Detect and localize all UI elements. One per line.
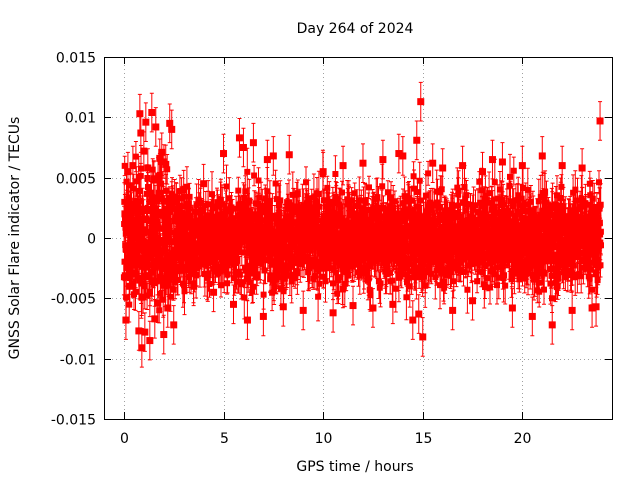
data-point [180, 186, 188, 194]
x-tick-label: 15 [415, 431, 433, 447]
data-point [488, 156, 496, 164]
data-point [369, 304, 377, 312]
data-point [140, 147, 148, 155]
x-tick-label: 20 [514, 431, 532, 447]
data-point [449, 306, 457, 314]
data-point [389, 300, 397, 308]
data-point [150, 176, 158, 184]
data-point [156, 154, 164, 162]
y-tick-label: -0.005 [51, 292, 96, 308]
data-point [399, 152, 407, 160]
data-point [409, 316, 417, 324]
data-point [170, 321, 178, 329]
data-point [190, 282, 198, 290]
data-point [379, 156, 387, 164]
y-ticks: -0.015 -0.01 -0.005 0 0.005 0.01 0.015 [51, 51, 612, 429]
y-tick-label: -0.01 [60, 353, 96, 369]
data-point [249, 139, 257, 147]
y-tick-label: 0.01 [65, 111, 96, 127]
x-ticks: 0 5 10 15 20 [120, 57, 531, 447]
data-point [137, 129, 145, 137]
data-point [459, 162, 467, 170]
data-point [154, 299, 162, 307]
y-tick-label: -0.015 [51, 413, 96, 429]
data-point [299, 306, 307, 314]
data-point [138, 344, 146, 352]
data-cloud [120, 141, 605, 324]
data-point [142, 118, 150, 126]
y-tick-label: 0.005 [56, 172, 96, 188]
data-point [596, 117, 604, 125]
x-axis-label: GPS time / hours [296, 459, 413, 475]
data-point [469, 297, 477, 305]
data-point [269, 152, 277, 160]
data-point [592, 303, 600, 311]
data-point [164, 304, 172, 312]
data-point [220, 150, 228, 158]
data-point [548, 321, 556, 329]
data-point [439, 164, 447, 172]
data-point [417, 98, 425, 106]
data-point [166, 119, 174, 127]
data-point [132, 270, 140, 278]
data-point [129, 162, 137, 170]
data-point [578, 164, 586, 172]
data-point [395, 150, 403, 158]
data-point [162, 160, 170, 168]
data-point [528, 312, 536, 320]
x-tick-label: 5 [220, 431, 229, 447]
chart-title: Day 264 of 2024 [297, 21, 414, 37]
data-point [168, 125, 176, 133]
data-point [508, 304, 516, 312]
data-point [479, 168, 487, 176]
data-point [319, 168, 327, 176]
data-point [122, 316, 130, 324]
data-points [121, 81, 604, 368]
markers-cloud [120, 153, 605, 314]
data-point [243, 316, 251, 324]
data-point [148, 109, 156, 117]
data-point [419, 333, 427, 341]
data-point [568, 306, 576, 314]
x-tick-label: 0 [120, 431, 129, 447]
data-point [160, 331, 168, 339]
data-point [588, 304, 596, 312]
data-point [124, 168, 132, 176]
data-point [229, 300, 237, 308]
data-point [141, 328, 149, 336]
y-tick-label: 0 [87, 232, 96, 248]
data-point [349, 302, 357, 310]
y-axis-label: GNSS Solar Flare indicator / TECUs [7, 117, 23, 360]
data-point [135, 327, 143, 335]
data-point [144, 164, 152, 172]
data-point [285, 151, 293, 159]
data-point [259, 312, 267, 320]
data-point [429, 159, 437, 167]
data-point [152, 123, 160, 131]
data-point [558, 162, 566, 170]
y-tick-label: 0.015 [56, 51, 96, 67]
data-point [239, 144, 247, 151]
data-point [415, 310, 423, 318]
data-point [158, 148, 166, 156]
data-point [200, 180, 208, 188]
data-point [538, 152, 546, 160]
data-point [518, 162, 526, 170]
data-point [339, 162, 347, 170]
data-point [121, 210, 129, 218]
data-point [359, 159, 367, 167]
data-point [279, 303, 287, 311]
data-point [210, 288, 218, 296]
data-point [329, 309, 337, 317]
data-point [413, 136, 421, 144]
data-point [126, 282, 134, 290]
data-point [151, 315, 159, 323]
data-point [146, 337, 154, 345]
x-tick-label: 10 [315, 431, 333, 447]
data-point [498, 158, 506, 166]
data-point [235, 134, 243, 142]
data-point [263, 156, 271, 164]
